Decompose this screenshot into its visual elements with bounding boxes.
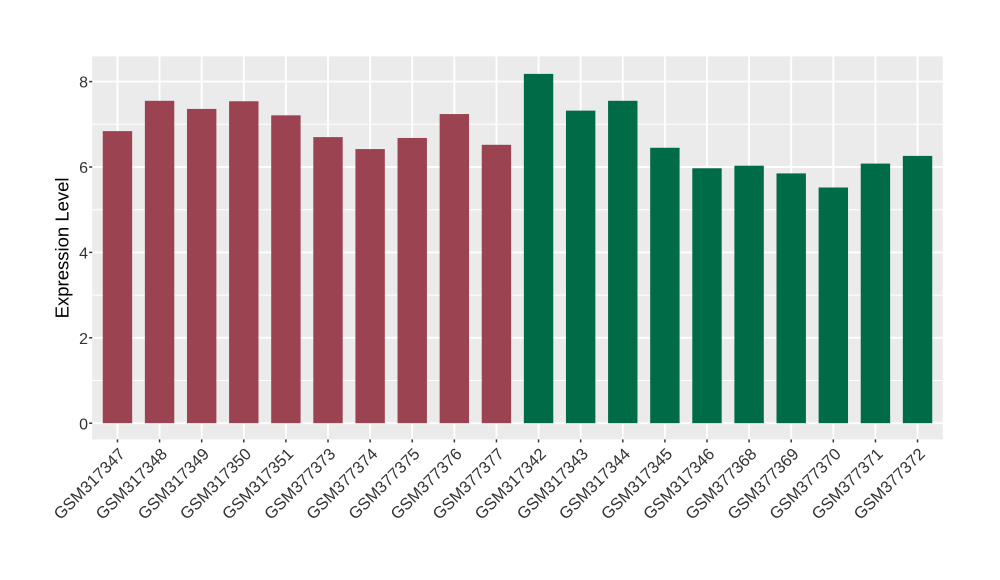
svg-text:Expression Level: Expression Level <box>52 177 73 318</box>
svg-text:6: 6 <box>79 160 88 177</box>
svg-text:8: 8 <box>79 75 88 92</box>
svg-text:0: 0 <box>79 416 88 433</box>
svg-text:4: 4 <box>79 246 88 263</box>
svg-text:2: 2 <box>79 331 88 348</box>
